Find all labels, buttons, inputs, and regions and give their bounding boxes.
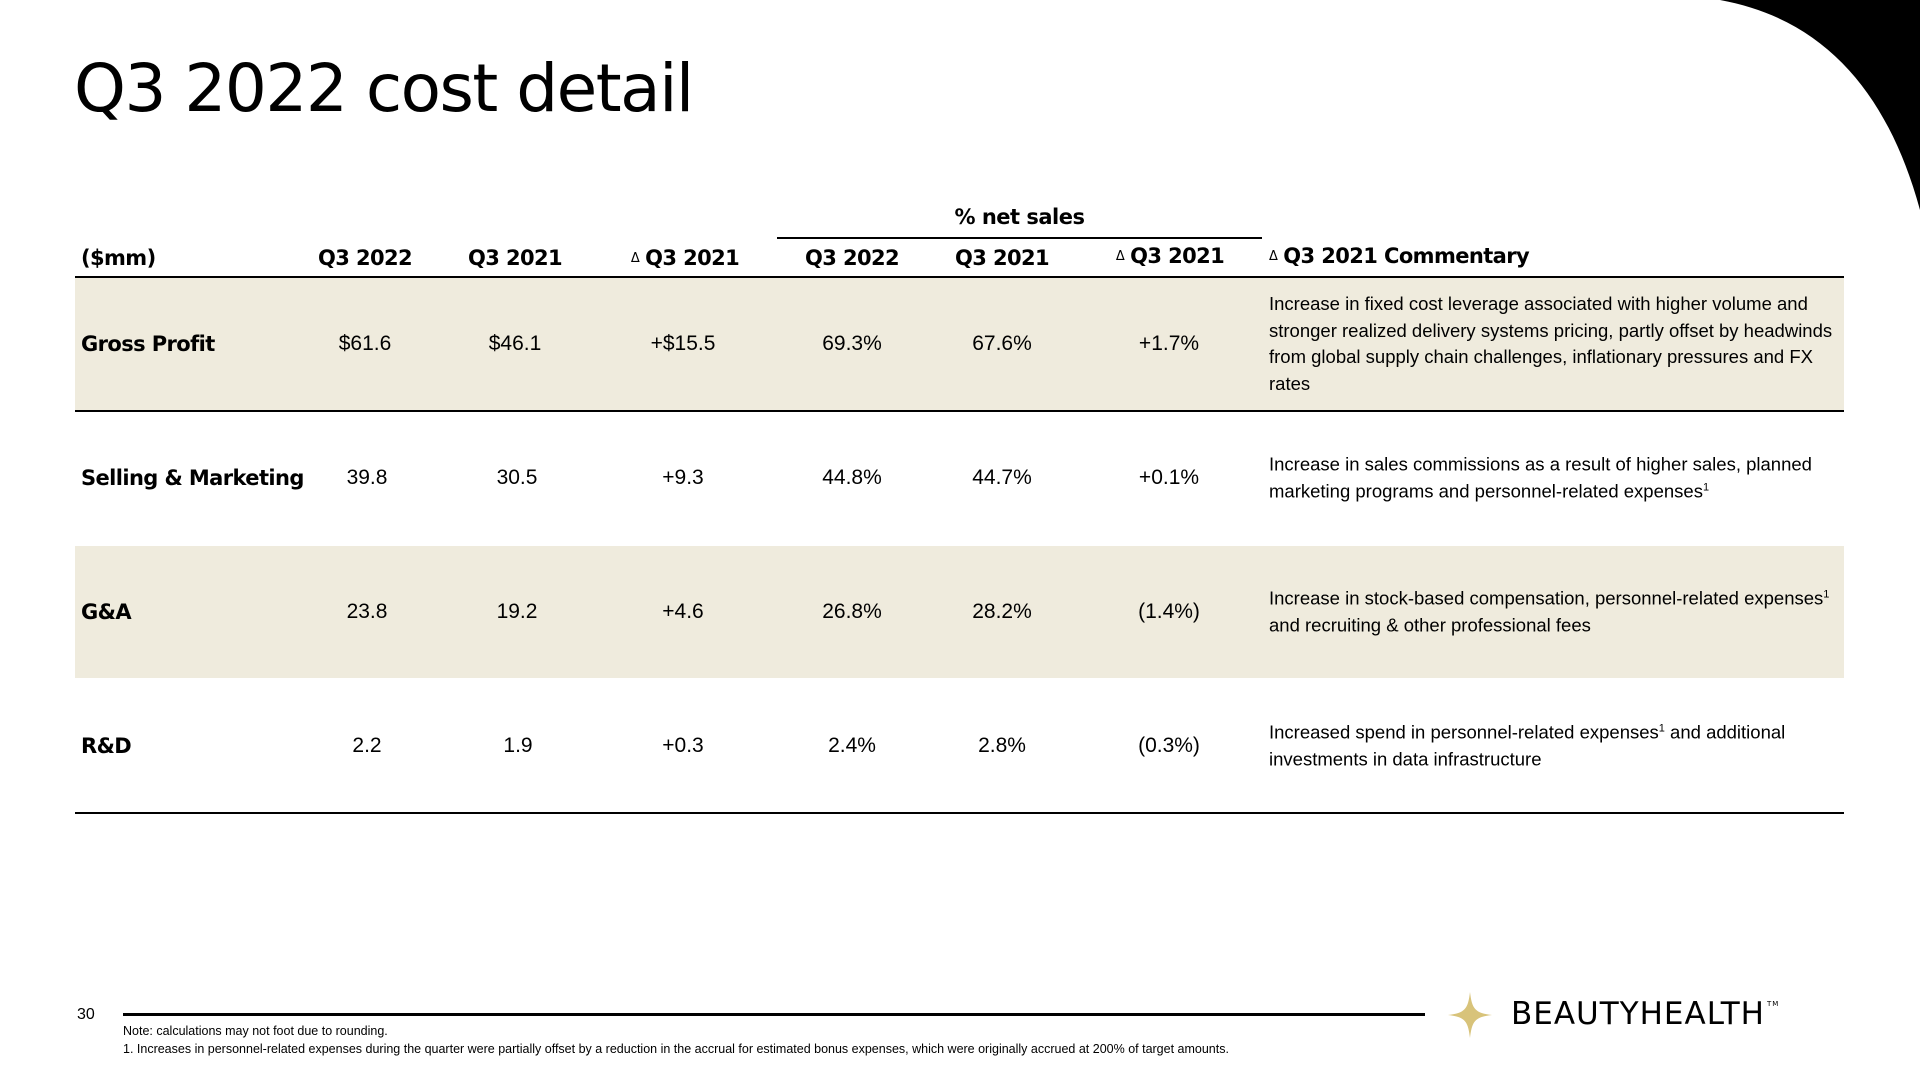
star-icon — [1448, 992, 1492, 1038]
commentary-header: Δ Q3 2021 Commentary — [1269, 244, 1530, 268]
delta-value: +9.3 — [662, 466, 704, 489]
note-text: Note: calculations may not foot due to r… — [123, 1024, 388, 1038]
pct-q3-2022-header: Q3 2022 — [804, 246, 900, 270]
pct-q3-2022-value: 69.3% — [822, 332, 882, 355]
pct-delta-value: (0.3%) — [1138, 734, 1200, 757]
pct-q3-2021-value: 28.2% — [972, 600, 1032, 623]
pct-q3-2021-value: 67.6% — [972, 332, 1032, 355]
q3-2021-value: 30.5 — [496, 466, 538, 489]
delta-icon: Δ — [630, 251, 640, 266]
delta-icon: Δ — [1269, 249, 1278, 264]
q3-2021-value: 19.2 — [496, 600, 538, 623]
q3-2022-value: 2.2 — [352, 734, 382, 757]
pct-q3-2021-value: 44.7% — [972, 466, 1032, 489]
q3-2021-value: $46.1 — [488, 332, 542, 355]
corner-decoration — [1720, 0, 1920, 210]
pct-delta-value: +1.7% — [1138, 332, 1200, 355]
delta-value: +$15.5 — [650, 332, 716, 355]
pct-q3-2021-header: Q3 2021 — [954, 246, 1050, 270]
pct-delta-value: +0.1% — [1138, 466, 1200, 489]
delta-header: Δ Q3 2021 — [630, 246, 740, 270]
row-commentary: Increase in stock-based compensation, pe… — [1269, 587, 1830, 636]
row-label: Gross Profit — [81, 332, 215, 356]
row-commentary: Increase in fixed cost leverage associat… — [1269, 293, 1833, 394]
page-number: 30 — [77, 1006, 95, 1023]
q3-2022-header: Q3 2022 — [317, 246, 413, 270]
footnotes: Note: calculations may not foot due to r… — [123, 1022, 1229, 1058]
row-label: Selling & Marketing — [81, 466, 304, 490]
footnote-text: 1. Increases in personnel-related expens… — [123, 1042, 1229, 1056]
q3-2021-header: Q3 2021 — [467, 246, 563, 270]
q3-2022-value: $61.6 — [338, 332, 392, 355]
page-title: Q3 2022 cost detail — [74, 50, 694, 127]
logo-wordmark: BEAUTYHEALTH TM — [1511, 996, 1780, 1032]
delta-value: +4.6 — [662, 600, 704, 623]
q3-2022-value: 39.8 — [346, 466, 388, 489]
pct-q3-2022-value: 44.8% — [822, 466, 882, 489]
table-row-gross-profit: Gross Profit $61.6 $46.1 +$15.5 69.3% 67… — [75, 278, 1844, 412]
row-label: R&D — [81, 734, 132, 758]
pct-q3-2021-value: 2.8% — [978, 734, 1026, 757]
row-commentary: Increased spend in personnel-related exp… — [1269, 721, 1786, 770]
q3-2021-value: 1.9 — [503, 734, 533, 757]
table-row-r-and-d: R&D 2.2 1.9 +0.3 2.4% 2.8% (0.3%) Increa… — [75, 680, 1844, 814]
q3-2022-value: 23.8 — [346, 600, 388, 623]
pct-delta-value: (1.4%) — [1138, 600, 1200, 623]
pct-q3-2022-value: 26.8% — [822, 600, 882, 623]
table-row-selling-marketing: Selling & Marketing 39.8 30.5 +9.3 44.8%… — [75, 412, 1844, 544]
row-commentary: Increase in sales commissions as a resul… — [1269, 453, 1812, 502]
unit-header: ($mm) — [81, 246, 156, 270]
beautyhealth-logo: BEAUTYHEALTH TM — [1448, 992, 1848, 1038]
table-header-row: ($mm) Q3 2022 Q3 2021 Δ Q3 2021 Q3 2022 Q… — [75, 240, 1844, 278]
pct-net-sales-header: % net sales — [777, 205, 1262, 239]
delta-icon: Δ — [1115, 249, 1125, 264]
footer-divider — [123, 1013, 1425, 1016]
pct-delta-header: Δ Q3 2021 — [1115, 244, 1225, 268]
table-row-g-and-a: G&A 23.8 19.2 +4.6 26.8% 28.2% (1.4%) In… — [75, 546, 1844, 678]
delta-value: +0.3 — [662, 734, 704, 757]
pct-q3-2022-value: 2.4% — [828, 734, 876, 757]
row-label: G&A — [81, 600, 132, 624]
